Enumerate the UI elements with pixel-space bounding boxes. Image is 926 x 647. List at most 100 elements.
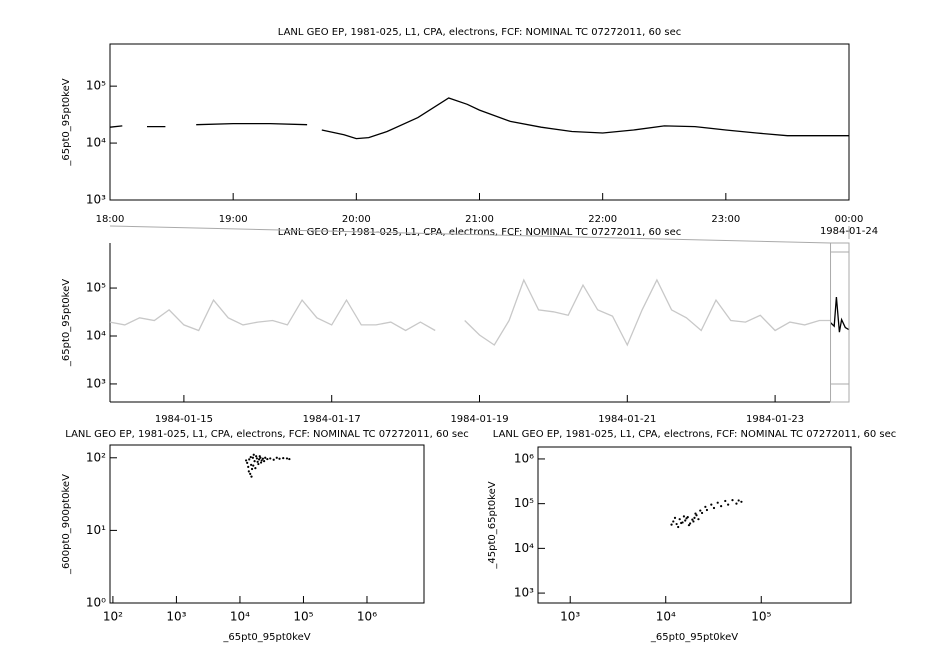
data-point	[672, 520, 675, 523]
data-point	[278, 457, 281, 460]
data-point	[254, 467, 257, 470]
y-tick-label: 10⁵	[86, 281, 106, 295]
data-point	[673, 516, 677, 520]
x-tick-label: 10³	[560, 610, 580, 624]
data-point	[266, 457, 269, 461]
y-tick-label: 10⁶	[514, 451, 534, 465]
y-tick-label: 10⁵	[514, 496, 534, 510]
y-axis-label: _600pt0_900pt0keV	[61, 474, 72, 575]
data-point	[695, 514, 698, 517]
data-point	[246, 461, 249, 465]
zoom-connector	[109, 225, 831, 244]
x-tick-label: 1984-01-21	[598, 414, 656, 425]
data-point	[712, 506, 716, 510]
data-point	[692, 520, 695, 523]
x-tick-label: 21:00	[465, 214, 494, 225]
data-point	[250, 467, 254, 471]
x-tick-label: 23:00	[711, 214, 740, 225]
x-axis-label: _65pt0_95pt0keV	[222, 632, 310, 643]
x-tick-label: 10⁵	[293, 610, 313, 624]
y-axis-label: _65pt0_95pt0keV	[61, 78, 72, 166]
data-point	[252, 464, 255, 467]
data-point	[282, 457, 285, 460]
data-point	[682, 515, 686, 518]
zoom-box	[830, 242, 850, 403]
data-point	[252, 453, 255, 456]
data-point	[691, 518, 694, 521]
data-point	[687, 524, 691, 527]
chart-title: LANL GEO EP, 1981-025, L1, CPA, electron…	[278, 227, 681, 238]
data-point	[269, 457, 272, 460]
plot-frame	[109, 444, 425, 604]
data-point	[272, 458, 275, 461]
data-point	[248, 458, 251, 461]
x-tick-label: 10⁵	[751, 610, 771, 624]
data-point	[699, 509, 702, 512]
data-point	[253, 460, 256, 463]
y-axis-label: _65pt0_95pt0keV	[61, 279, 72, 367]
data-point	[257, 458, 261, 461]
chart-title: LANL GEO EP, 1981-025, L1, CPA, electron…	[493, 429, 896, 440]
data-point	[670, 523, 673, 526]
data-point	[675, 522, 678, 526]
x-tick-label: 19:00	[219, 214, 248, 225]
data-point	[255, 455, 258, 458]
data-point	[737, 499, 740, 502]
y-axis-label: _45pt0_65pt0keV	[487, 481, 498, 569]
x-tick-label: 1984-01-23	[746, 414, 804, 425]
data-point	[256, 460, 259, 463]
data-point	[255, 457, 259, 460]
data-point	[288, 457, 291, 461]
data-point	[731, 499, 734, 502]
data-point	[251, 456, 255, 459]
y-tick-label: 10¹	[86, 523, 106, 537]
x-tick-label: 1984-01-17	[303, 414, 361, 425]
data-point	[249, 472, 252, 475]
data-point	[264, 456, 267, 459]
data-point	[260, 459, 263, 462]
x-tick-label: 10⁶	[357, 610, 377, 624]
plot-frame	[537, 446, 852, 604]
data-point	[700, 511, 704, 515]
data-point	[740, 500, 743, 503]
x-tick-label: 10⁴	[230, 610, 250, 624]
data-point	[735, 502, 738, 505]
data-point	[716, 501, 719, 504]
y-tick-label: 10²	[86, 450, 106, 464]
y-tick-label: 10⁴	[514, 541, 534, 555]
y-tick-label: 10⁰	[86, 596, 106, 610]
x-tick-label: 20:00	[342, 214, 371, 225]
data-point	[258, 455, 261, 458]
y-tick-label: 10⁴	[86, 328, 106, 342]
data-point	[245, 459, 248, 462]
x-tick-label: 1984-01-15	[155, 414, 213, 425]
data-point	[710, 503, 713, 506]
x-tick-label: 1984-01-19	[450, 414, 508, 425]
x-tick-label: 22:00	[588, 214, 617, 225]
y-tick-label: 10³	[86, 193, 106, 207]
data-point	[285, 457, 289, 460]
x-axis-label: _65pt0_95pt0keV	[650, 632, 738, 643]
data-point	[705, 508, 709, 512]
data-point	[724, 499, 727, 503]
data-point	[249, 456, 252, 459]
data-point	[257, 462, 260, 466]
data-point	[684, 519, 687, 522]
data-point	[247, 465, 250, 468]
data-point	[677, 525, 680, 529]
y-tick-label: 10⁴	[86, 136, 106, 150]
chart-title: LANL GEO EP, 1981-025, L1, CPA, electron…	[278, 27, 681, 38]
chart-title: LANL GEO EP, 1981-025, L1, CPA, electron…	[65, 429, 468, 440]
x-tick-label: 10³	[166, 610, 186, 624]
y-tick-label: 10³	[86, 376, 106, 390]
x-tick-label: 10²	[103, 610, 123, 624]
data-point	[678, 518, 681, 521]
x-tick-label: 18:00	[96, 214, 125, 225]
data-point	[250, 475, 253, 478]
x-tick-label: 00:00	[835, 214, 864, 225]
data-point	[247, 470, 250, 473]
data-point	[689, 522, 692, 525]
data-line	[830, 296, 850, 333]
data-point	[685, 517, 688, 520]
